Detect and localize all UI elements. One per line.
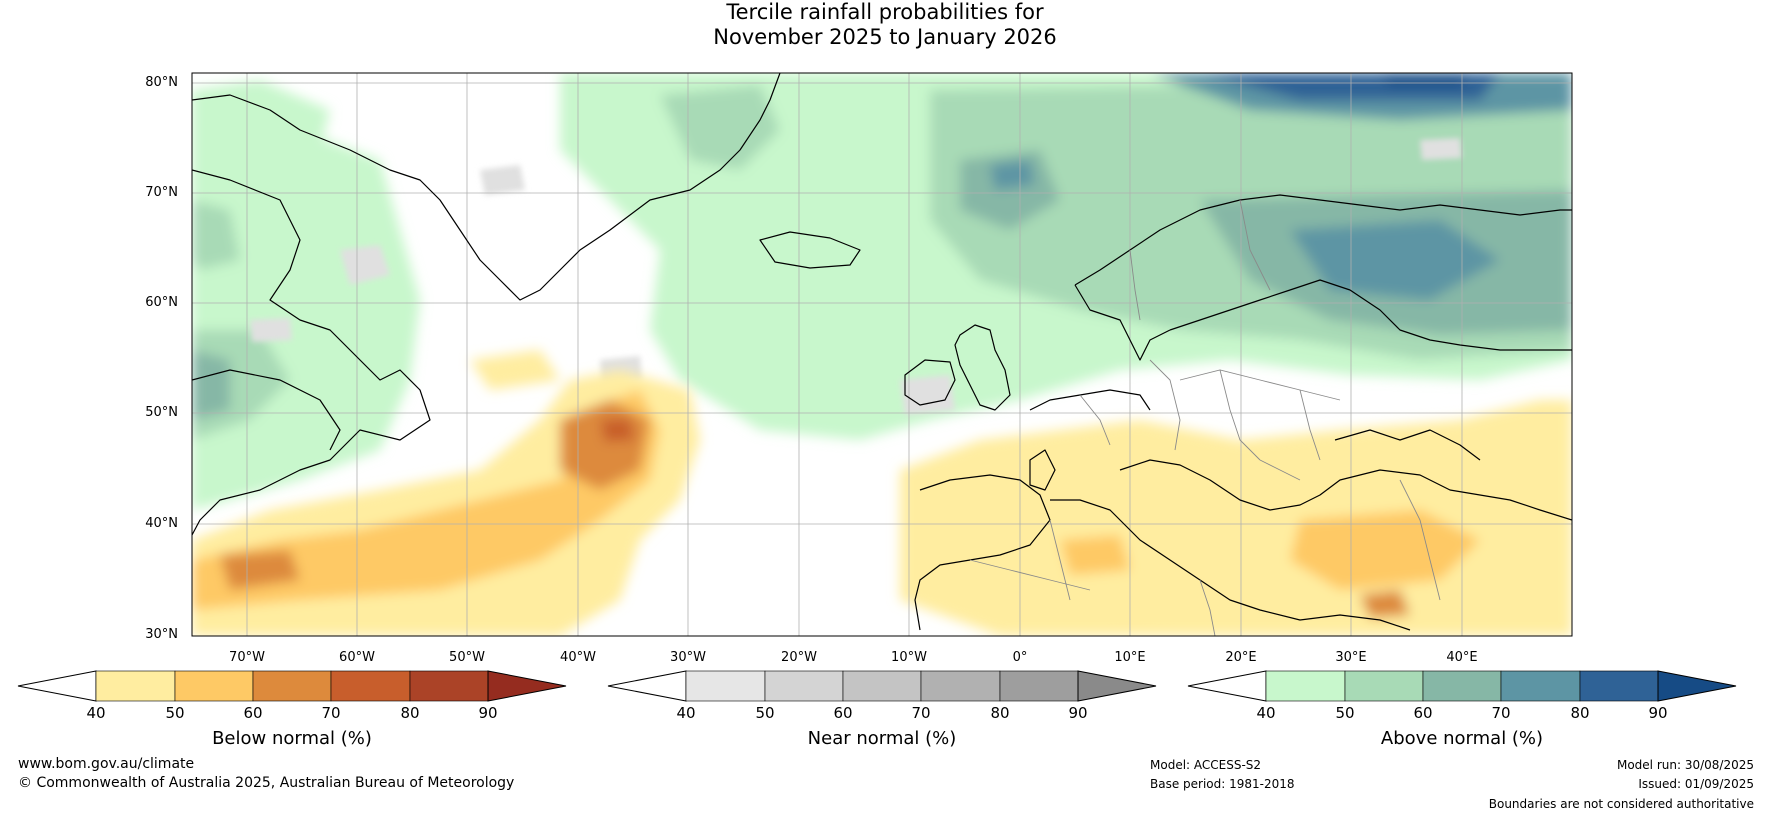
near-normal-label: Near normal (%) bbox=[807, 728, 957, 749]
lon-label-0: 0° bbox=[1012, 650, 1028, 665]
near-normal-tick: 70 bbox=[911, 704, 931, 722]
below-normal-tick: 80 bbox=[400, 704, 420, 722]
above-normal-swatch-80-90 bbox=[1579, 670, 1659, 702]
near-normal-tick: 60 bbox=[833, 704, 853, 722]
near-normal-field bbox=[250, 138, 1462, 415]
near-normal-lower-arrow bbox=[607, 670, 687, 702]
issued-date: Issued: 01/09/2025 bbox=[1638, 777, 1754, 791]
below-normal-swatch-60-70 bbox=[252, 670, 332, 702]
colorbar-below-normal bbox=[17, 670, 567, 702]
lat-label-60n: 60°N bbox=[145, 295, 178, 310]
above-normal-swatch-70-80 bbox=[1500, 670, 1581, 702]
map-title: Tercile rainfall probabilities for Novem… bbox=[0, 0, 1770, 50]
near-normal-tick: 50 bbox=[755, 704, 775, 722]
lon-label-40w: 40°W bbox=[560, 650, 596, 665]
lat-label-40n: 40°N bbox=[145, 516, 178, 531]
website-link[interactable]: www.bom.gov.au/climate bbox=[18, 756, 195, 772]
above-normal-field bbox=[192, 73, 1572, 615]
colorbar-above-normal bbox=[1187, 670, 1737, 702]
below-normal-tick: 90 bbox=[478, 704, 498, 722]
model-run: Model run: 30/08/2025 bbox=[1616, 758, 1754, 772]
near-normal-upper-arrow bbox=[1077, 670, 1157, 702]
near-normal-tick: 90 bbox=[1068, 704, 1088, 722]
copyright: © Commonwealth of Australia 2025, Austra… bbox=[18, 775, 515, 791]
near-normal-swatch-60-70 bbox=[842, 670, 922, 702]
below-normal-lower-arrow bbox=[17, 670, 97, 702]
above-normal-lower-arrow bbox=[1187, 670, 1267, 702]
below-normal-label: Below normal (%) bbox=[212, 728, 372, 749]
above-normal-upper-arrow bbox=[1657, 670, 1737, 702]
map-frame bbox=[191, 72, 1573, 637]
above-normal-tick: 50 bbox=[1335, 704, 1355, 722]
lon-label-70w: 70°W bbox=[229, 650, 265, 665]
map-panel bbox=[192, 73, 1572, 636]
below-normal-tick: 60 bbox=[243, 704, 263, 722]
lon-label-10w: 10°W bbox=[891, 650, 927, 665]
above-normal-tick: 90 bbox=[1648, 704, 1668, 722]
above-normal-tick: 70 bbox=[1491, 704, 1511, 722]
above-normal-tick: 60 bbox=[1413, 704, 1433, 722]
country-borders bbox=[969, 199, 1441, 636]
near-normal-tick: 80 bbox=[990, 704, 1010, 722]
near-normal-swatch-70-80 bbox=[920, 670, 1001, 702]
below-normal-swatch-80-90 bbox=[409, 670, 489, 702]
near-normal-swatch-80-90 bbox=[999, 670, 1079, 702]
below-normal-tick: 40 bbox=[86, 704, 106, 722]
below-normal-upper-arrow bbox=[487, 670, 567, 702]
lat-label-70n: 70°N bbox=[145, 185, 178, 200]
above-normal-label: Above normal (%) bbox=[1380, 728, 1544, 749]
lon-label-20e: 20°E bbox=[1225, 650, 1257, 665]
lon-label-60w: 60°W bbox=[339, 650, 375, 665]
below-normal-field bbox=[192, 350, 1572, 636]
lat-label-30n: 30°N bbox=[145, 627, 178, 642]
title-line-1: Tercile rainfall probabilities for bbox=[726, 0, 1044, 24]
below-normal-swatch-70-80 bbox=[330, 670, 411, 702]
above-normal-tick: 40 bbox=[1256, 704, 1276, 722]
lon-label-10e: 10°E bbox=[1114, 650, 1146, 665]
gridlines bbox=[192, 73, 1572, 636]
above-normal-tick: 80 bbox=[1570, 704, 1590, 722]
below-normal-tick: 50 bbox=[165, 704, 185, 722]
model-name: Model: ACCESS-S2 bbox=[1150, 758, 1262, 772]
below-normal-swatch-50-60 bbox=[174, 670, 254, 702]
coastlines bbox=[192, 73, 1572, 631]
base-period: Base period: 1981-2018 bbox=[1150, 777, 1295, 791]
title-line-2: November 2025 to January 2026 bbox=[713, 25, 1057, 49]
near-normal-swatch-40-50 bbox=[685, 670, 766, 702]
lat-label-80n: 80°N bbox=[145, 75, 178, 90]
above-normal-swatch-40-50 bbox=[1265, 670, 1346, 702]
lon-label-20w: 20°W bbox=[781, 650, 817, 665]
lon-label-30e: 30°E bbox=[1335, 650, 1367, 665]
lon-label-30w: 30°W bbox=[670, 650, 706, 665]
colorbar-near-normal bbox=[607, 670, 1157, 702]
lat-label-50n: 50°N bbox=[145, 405, 178, 420]
above-normal-swatch-60-70 bbox=[1422, 670, 1502, 702]
below-normal-swatch-40-50 bbox=[95, 670, 176, 702]
near-normal-swatch-50-60 bbox=[764, 670, 844, 702]
near-normal-tick: 40 bbox=[676, 704, 696, 722]
above-normal-swatch-50-60 bbox=[1344, 670, 1424, 702]
disclaimer: Boundaries are not considered authoritat… bbox=[1488, 797, 1754, 811]
lon-label-50w: 50°W bbox=[449, 650, 485, 665]
below-normal-tick: 70 bbox=[321, 704, 341, 722]
lon-label-40e: 40°E bbox=[1446, 650, 1478, 665]
